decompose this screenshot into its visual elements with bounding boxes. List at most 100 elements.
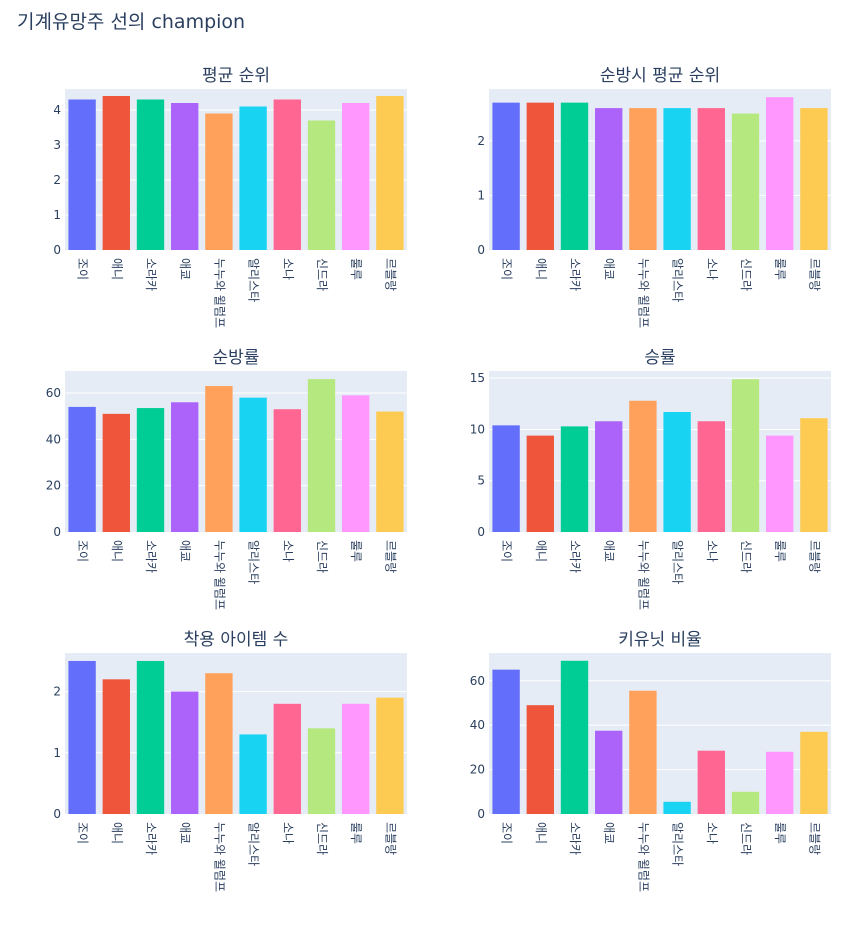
- x-tick-label: 애니: [534, 822, 548, 844]
- x-tick-label: 애니: [534, 258, 548, 280]
- bar: [492, 669, 520, 814]
- y-tick-label: 1: [53, 746, 61, 760]
- x-tick-label: 르블랑: [807, 258, 821, 291]
- bar: [629, 108, 657, 251]
- x-tick-label: 소나: [705, 822, 719, 844]
- bar: [800, 418, 828, 532]
- bar: [342, 703, 370, 814]
- bar: [595, 730, 623, 814]
- y-tick-label: 40: [470, 718, 485, 732]
- y-tick-label: 15: [470, 371, 485, 385]
- subplot-5: 0 1 2 조이 애니 소라카 애쿄 누누와 윌럼프 알리스타 소나 신드라 룰루 르블랑 착용 아이템 …: [53, 630, 407, 892]
- y-tick-label: 60: [46, 386, 61, 400]
- x-tick-label: 누누와 윌럼프: [636, 540, 650, 610]
- x-tick-label: 소나: [705, 540, 719, 562]
- bar: [731, 113, 760, 250]
- bar: [171, 402, 199, 532]
- x-tick-label: 알리스타: [671, 540, 685, 584]
- y-tick-label: 0: [477, 243, 485, 257]
- y-tick-label: 1: [53, 208, 61, 222]
- bar: [102, 96, 130, 250]
- y-tick-label: 4: [53, 103, 61, 117]
- bar: [239, 734, 267, 814]
- bar: [526, 102, 554, 250]
- bar: [171, 691, 199, 814]
- bar: [342, 395, 370, 532]
- y-tick-label: 2: [53, 173, 61, 187]
- x-tick-label: 누누와 윌럼프: [212, 822, 226, 892]
- x-tick-label: 알리스타: [247, 540, 261, 584]
- bar: [205, 386, 233, 532]
- x-tick-label: 신드라: [739, 540, 753, 573]
- x-tick-label: 애쿄: [178, 540, 192, 562]
- y-tick-label: 1: [477, 188, 485, 202]
- x-tick-label: 룰루: [773, 540, 787, 562]
- bar: [800, 731, 828, 814]
- bar: [526, 705, 554, 814]
- x-tick-label: 조이: [76, 258, 90, 280]
- y-tick-label: 3: [53, 138, 61, 152]
- x-tick-label: 신드라: [315, 822, 329, 855]
- bar: [376, 697, 404, 814]
- bar: [68, 406, 96, 532]
- x-tick-label: 누누와 윌럼프: [212, 258, 226, 328]
- bar: [273, 99, 301, 250]
- bar: [376, 411, 404, 532]
- x-tick-label: 르블랑: [383, 258, 397, 291]
- subplot-1: 0 1 2 3 4 조이 애니 소라카 애쿄 누누와 윌럼프 알리스타 소나 신드라 룰루 르블랑 평균 순위: [53, 66, 407, 328]
- subplot-2: 0 1 2 조이 애니 소라카 애쿄 누누와 윌럼프 알리스타 소나 신드라 룰루 르블랑 순방시 평균 …: [477, 66, 831, 328]
- bar: [205, 113, 233, 250]
- y-tick-label: 60: [470, 674, 485, 688]
- bar: [342, 103, 370, 250]
- bar: [205, 673, 233, 814]
- bar: [239, 106, 267, 250]
- bar: [102, 413, 130, 532]
- bar: [68, 660, 96, 814]
- x-tick-label: 소라카: [568, 540, 582, 573]
- bar: [560, 660, 589, 814]
- subplot-3: 0 20 40 60 조이 애니 소라카 애쿄 누누와 윌럼프 알리스타 소나 신드라 룰루 르블랑 순방률: [46, 348, 407, 610]
- x-tick-label: 룰루: [349, 822, 363, 844]
- x-tick-label: 룰루: [349, 258, 363, 280]
- x-tick-label: 소라카: [568, 258, 582, 291]
- bar: [560, 426, 589, 532]
- x-tick-label: 신드라: [315, 258, 329, 291]
- x-tick-label: 소라카: [144, 540, 158, 573]
- bar: [239, 397, 267, 532]
- bar: [492, 102, 520, 250]
- bar: [731, 791, 760, 814]
- x-tick-label: 알리스타: [671, 258, 685, 302]
- bar: [663, 108, 691, 251]
- bar: [766, 435, 794, 532]
- bar: [136, 408, 165, 532]
- x-tick-label: 누누와 윌럼프: [636, 258, 650, 328]
- x-tick-label: 조이: [500, 822, 514, 844]
- bar: [171, 103, 199, 250]
- x-tick-label: 르블랑: [807, 540, 821, 573]
- x-tick-label: 조이: [500, 258, 514, 280]
- bar: [629, 690, 657, 814]
- x-tick-label: 누누와 윌럼프: [636, 822, 650, 892]
- x-tick-label: 애니: [110, 822, 124, 844]
- y-tick-label: 20: [470, 763, 485, 777]
- bar: [68, 99, 96, 250]
- x-tick-label: 르블랑: [383, 822, 397, 855]
- bar: [731, 379, 760, 532]
- subplot-title: 순방률: [213, 348, 260, 368]
- x-tick-label: 소나: [705, 258, 719, 280]
- bar: [697, 421, 725, 532]
- x-tick-label: 신드라: [315, 540, 329, 573]
- x-tick-label: 소라카: [568, 822, 582, 855]
- x-tick-label: 소나: [281, 822, 295, 844]
- x-tick-label: 소나: [281, 540, 295, 562]
- x-tick-label: 소나: [281, 258, 295, 280]
- x-tick-label: 소라카: [144, 822, 158, 855]
- bar: [273, 703, 301, 814]
- x-tick-label: 소라카: [144, 258, 158, 291]
- bar: [663, 801, 691, 814]
- x-tick-label: 신드라: [739, 822, 753, 855]
- x-tick-label: 애쿄: [178, 822, 192, 844]
- y-tick-label: 0: [477, 807, 485, 821]
- x-tick-label: 애쿄: [178, 258, 192, 280]
